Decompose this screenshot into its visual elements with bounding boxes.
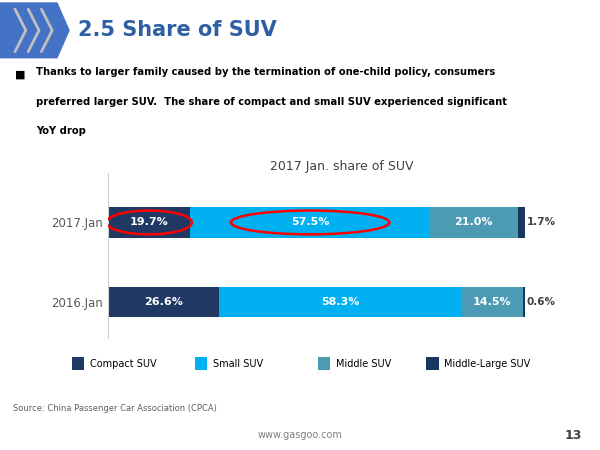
Text: 14.5%: 14.5% [473, 297, 512, 307]
Text: preferred larger SUV.  The share of compact and small SUV experienced significan: preferred larger SUV. The share of compa… [36, 97, 507, 107]
Polygon shape [0, 3, 69, 58]
Text: Thanks to larger family caused by the termination of one-child policy, consumers: Thanks to larger family caused by the te… [36, 67, 495, 77]
Text: 57.5%: 57.5% [291, 217, 329, 227]
Text: 58.3%: 58.3% [322, 297, 360, 307]
Bar [108, 287, 219, 317]
Text: 13: 13 [565, 429, 582, 442]
Text: Middle SUV: Middle SUV [336, 359, 391, 369]
Text: Small SUV: Small SUV [213, 359, 263, 369]
Bar [430, 207, 518, 238]
Text: www.gasgoo.com: www.gasgoo.com [257, 430, 343, 441]
Text: 19.7%: 19.7% [130, 217, 169, 227]
Bar [462, 287, 523, 317]
Text: ■: ■ [15, 70, 25, 80]
Text: 1.7%: 1.7% [526, 217, 556, 227]
Text: YoY drop: YoY drop [36, 126, 86, 136]
Bar [219, 287, 462, 317]
Text: Compact SUV: Compact SUV [90, 359, 157, 369]
Bar [72, 357, 84, 370]
Text: 2.5 Share of SUV: 2.5 Share of SUV [78, 20, 277, 40]
Bar [523, 287, 525, 317]
Text: 26.6%: 26.6% [144, 297, 183, 307]
Bar [108, 207, 190, 238]
Bar [195, 357, 208, 370]
Bar [518, 207, 525, 238]
Text: Middle-Large SUV: Middle-Large SUV [445, 359, 530, 369]
Text: 0.6%: 0.6% [527, 297, 556, 307]
Bar [318, 357, 331, 370]
Text: Source: China Passenger Car Association (CPCA): Source: China Passenger Car Association … [13, 404, 217, 413]
Text: 21.0%: 21.0% [455, 217, 493, 227]
Bar [190, 207, 430, 238]
Text: 2017 Jan. share of SUV: 2017 Jan. share of SUV [270, 160, 414, 173]
Bar [426, 357, 439, 370]
